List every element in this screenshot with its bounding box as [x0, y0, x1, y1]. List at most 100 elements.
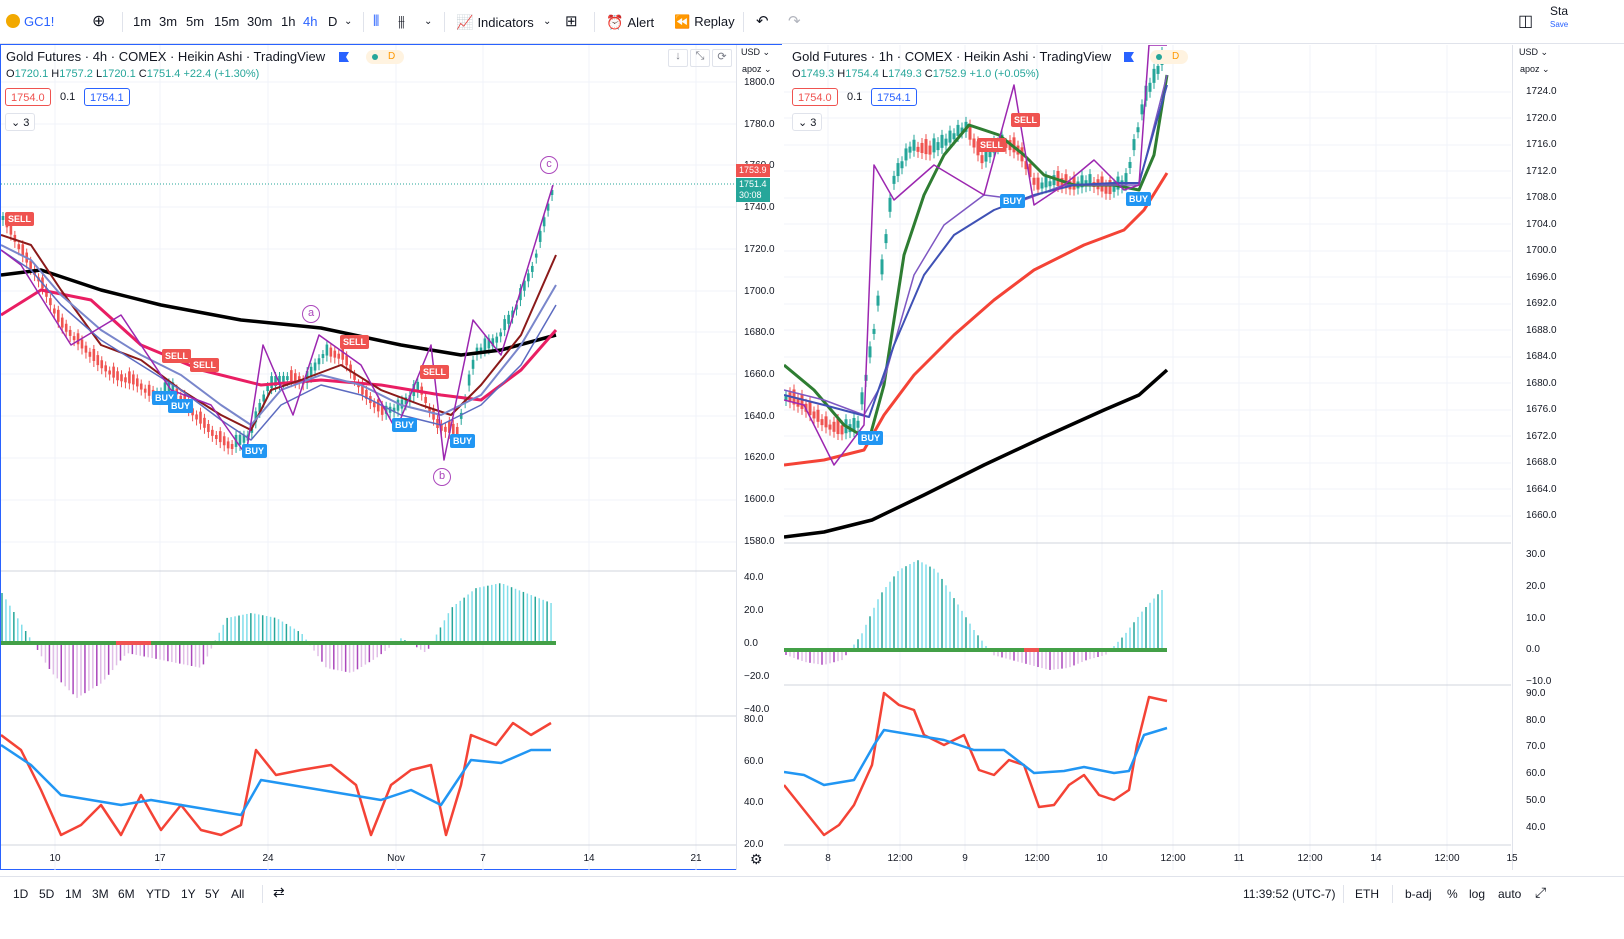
candle-body: [1152, 68, 1156, 83]
candle-body: [972, 138, 976, 148]
fullscreen-icon[interactable]: ⤢: [1535, 884, 1547, 900]
range-5D[interactable]: 5D: [39, 887, 55, 901]
candle-style-icon[interactable]: ⫵: [398, 13, 405, 30]
indicator-collapse-button[interactable]: ⌄ 3: [5, 113, 36, 131]
candle-body: [392, 407, 396, 412]
templates-grid-icon[interactable]: ⊞: [565, 13, 578, 30]
scale-mode-selector[interactable]: apoz ⌄: [742, 64, 772, 74]
range-5Y[interactable]: 5Y: [205, 887, 220, 901]
interval-D[interactable]: D: [328, 14, 338, 29]
candle-body: [538, 230, 542, 242]
bar-style-icon[interactable]: ⫴: [373, 13, 380, 30]
undo-icon[interactable]: ↶: [756, 13, 769, 30]
candle-body: [163, 382, 167, 395]
interval-15m[interactable]: 15m: [214, 14, 240, 29]
candle-body: [888, 197, 892, 212]
interval-1m[interactable]: 1m: [133, 14, 152, 29]
refresh-icon[interactable]: ⟳: [712, 49, 732, 67]
date-range-icon[interactable]: ⇄: [273, 884, 285, 900]
candle-body: [57, 309, 60, 322]
left-price-tick-label: 1720.0: [744, 243, 775, 255]
right-price-tick-label: 1688.0: [1526, 324, 1557, 336]
buy-price-button[interactable]: 1754.1: [84, 88, 130, 106]
symbol-label: GC1!: [24, 14, 55, 29]
interval-3m[interactable]: 3m: [159, 14, 178, 29]
ema-slow-line: [1, 249, 557, 441]
scale-mode-selector[interactable]: apoz ⌄: [1520, 64, 1550, 74]
indicator-collapse-button[interactable]: ⌄ 3: [792, 113, 823, 131]
right-rsi-tick-label: 60.0: [1526, 768, 1546, 780]
chevron-down-icon[interactable]: ⌄: [543, 16, 552, 27]
ema-fast-line: [784, 74, 1169, 442]
interval-30m[interactable]: 30m: [247, 14, 273, 29]
candle-body: [944, 138, 948, 146]
spread-value: 0.1: [847, 91, 863, 103]
left-price-tick-label: 1600.0: [744, 494, 775, 505]
log-scale-toggle[interactable]: log: [1469, 887, 1486, 901]
layout-split-icon[interactable]: ◫: [1518, 13, 1534, 30]
scroll-down-icon[interactable]: ↓: [668, 49, 688, 67]
flag-icon[interactable]: [339, 52, 349, 62]
save-button[interactable]: Sta Save: [1550, 4, 1568, 29]
symbol-search[interactable]: GC1!: [6, 10, 54, 34]
range-3M[interactable]: 3M: [92, 887, 109, 901]
candle-body: [250, 428, 254, 433]
candle-body: [876, 295, 880, 306]
candle-body: [128, 371, 131, 384]
chevron-down-icon[interactable]: ⌄: [424, 16, 433, 27]
auto-scale-toggle[interactable]: auto: [1498, 887, 1522, 901]
candle-body: [242, 434, 246, 443]
candle-body: [499, 332, 502, 337]
status-dot-icon: [1156, 54, 1162, 60]
range-6M[interactable]: 6M: [118, 887, 135, 901]
sell-price-button[interactable]: 1754.0: [792, 88, 838, 106]
interval-5m[interactable]: 5m: [186, 14, 205, 29]
sell-price-button[interactable]: 1754.0: [5, 88, 51, 106]
chevron-down-icon[interactable]: ⌄: [344, 16, 353, 27]
settings-gear-icon[interactable]: ⚙: [750, 851, 763, 867]
candle-body: [64, 323, 68, 332]
interval-1h[interactable]: 1h: [281, 14, 296, 29]
candle-body: [836, 419, 840, 435]
candle-body: [317, 358, 321, 365]
indicators-button[interactable]: 📈 Indicators: [456, 10, 534, 34]
compare-add-icon[interactable]: ⊕: [92, 13, 106, 30]
buy-price-button[interactable]: 1754.1: [871, 88, 917, 106]
range-1Y[interactable]: 1Y: [181, 887, 196, 901]
clock-time[interactable]: 11:39:52 (UTC-7): [1243, 887, 1336, 901]
right-price-axis[interactable]: [1512, 45, 1573, 870]
redo-icon[interactable]: ↷: [788, 13, 801, 30]
currency-selector[interactable]: USD ⌄: [1519, 47, 1549, 57]
right-chart-canvas[interactable]: [784, 45, 1511, 870]
candle-body: [1104, 184, 1108, 194]
range-1M[interactable]: 1M: [65, 887, 82, 901]
candle-body: [116, 371, 119, 381]
right-rsi-tick-label: 50.0: [1526, 794, 1546, 806]
candle-body: [948, 130, 952, 143]
session-toggle[interactable]: ETH: [1355, 887, 1379, 901]
range-YTD[interactable]: YTD: [146, 887, 170, 901]
candle-body: [475, 347, 479, 355]
candle-body: [515, 304, 518, 310]
range-All[interactable]: All: [231, 887, 245, 901]
left-rsi-tick-label: 60.0: [744, 755, 764, 767]
alert-button[interactable]: ⏰ Alert: [606, 10, 654, 34]
candle-body: [222, 436, 226, 446]
sell-signal: SELL: [5, 212, 35, 226]
candle-body: [455, 426, 459, 435]
percent-scale-toggle[interactable]: %: [1447, 887, 1458, 901]
interval-4h[interactable]: 4h: [303, 14, 318, 29]
candle-body: [17, 244, 21, 250]
left-chart-canvas[interactable]: [1, 45, 736, 870]
right-time-label: 12:00: [1434, 853, 1460, 864]
maximize-icon[interactable]: ⤡: [690, 49, 710, 67]
range-1D[interactable]: 1D: [13, 887, 29, 901]
replay-button[interactable]: ⏪ Replay: [674, 10, 735, 34]
candle-body: [361, 383, 364, 395]
adjustment-toggle[interactable]: b-adj: [1405, 887, 1432, 901]
flag-icon[interactable]: [1124, 52, 1134, 62]
right-price-tick-label: 1660.0: [1526, 510, 1557, 521]
candle-body: [13, 234, 17, 242]
candle-body: [908, 146, 912, 153]
currency-selector[interactable]: USD ⌄: [741, 47, 771, 57]
